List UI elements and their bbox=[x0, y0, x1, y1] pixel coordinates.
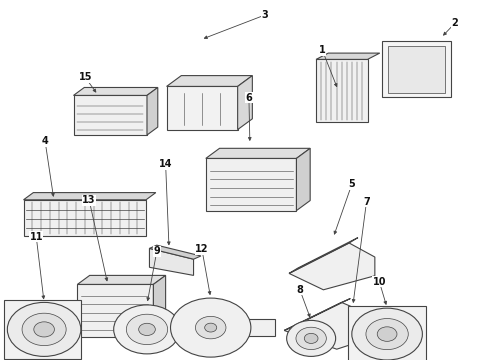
Text: 2: 2 bbox=[451, 18, 458, 28]
Circle shape bbox=[205, 323, 217, 332]
Polygon shape bbox=[289, 243, 375, 290]
Text: 13: 13 bbox=[82, 195, 96, 205]
Polygon shape bbox=[147, 87, 158, 135]
Circle shape bbox=[7, 302, 81, 356]
Polygon shape bbox=[284, 298, 350, 330]
Polygon shape bbox=[348, 306, 426, 360]
Circle shape bbox=[34, 322, 54, 337]
Polygon shape bbox=[316, 53, 380, 59]
Circle shape bbox=[366, 319, 408, 350]
Text: 6: 6 bbox=[245, 93, 252, 103]
Circle shape bbox=[304, 333, 318, 343]
Polygon shape bbox=[206, 158, 296, 211]
Circle shape bbox=[377, 327, 397, 341]
Circle shape bbox=[114, 305, 180, 354]
Polygon shape bbox=[74, 95, 147, 135]
Polygon shape bbox=[149, 245, 201, 259]
Polygon shape bbox=[289, 238, 358, 274]
Polygon shape bbox=[167, 86, 238, 130]
Text: 3: 3 bbox=[261, 10, 268, 20]
Text: 5: 5 bbox=[348, 179, 355, 189]
Polygon shape bbox=[77, 284, 153, 337]
Polygon shape bbox=[24, 193, 156, 200]
Polygon shape bbox=[74, 87, 158, 95]
Text: 8: 8 bbox=[296, 285, 303, 295]
Text: 7: 7 bbox=[363, 197, 370, 207]
Polygon shape bbox=[316, 59, 368, 122]
Polygon shape bbox=[206, 148, 310, 158]
Text: 14: 14 bbox=[159, 159, 172, 169]
Text: 10: 10 bbox=[372, 276, 386, 287]
Circle shape bbox=[296, 327, 326, 350]
Circle shape bbox=[352, 308, 422, 360]
Polygon shape bbox=[24, 200, 146, 236]
Polygon shape bbox=[296, 148, 310, 211]
Polygon shape bbox=[3, 300, 81, 359]
Circle shape bbox=[22, 313, 66, 346]
Polygon shape bbox=[388, 46, 445, 93]
Text: 4: 4 bbox=[42, 136, 49, 146]
Circle shape bbox=[126, 314, 168, 345]
Polygon shape bbox=[153, 275, 166, 337]
Polygon shape bbox=[167, 76, 252, 86]
Circle shape bbox=[139, 323, 155, 336]
Polygon shape bbox=[284, 302, 380, 349]
Text: 12: 12 bbox=[195, 244, 209, 254]
Circle shape bbox=[287, 320, 336, 356]
Polygon shape bbox=[238, 76, 252, 130]
Circle shape bbox=[171, 298, 251, 357]
Text: 1: 1 bbox=[319, 45, 326, 55]
Polygon shape bbox=[382, 41, 451, 97]
Circle shape bbox=[196, 316, 226, 339]
Polygon shape bbox=[77, 275, 166, 284]
Polygon shape bbox=[233, 319, 275, 337]
Text: 15: 15 bbox=[78, 72, 92, 82]
Text: 11: 11 bbox=[29, 232, 43, 242]
Polygon shape bbox=[149, 248, 194, 275]
Text: 9: 9 bbox=[153, 246, 160, 256]
